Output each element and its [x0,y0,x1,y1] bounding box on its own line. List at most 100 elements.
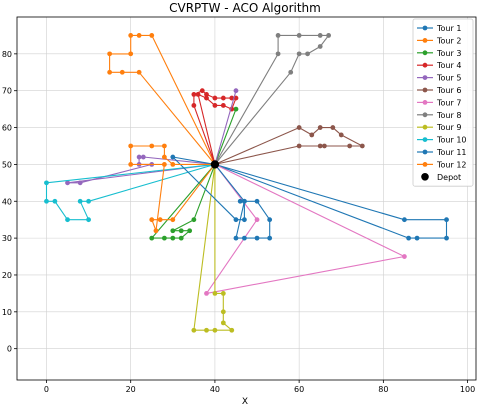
tour-11-point [254,235,260,241]
tour-10-point [44,180,49,186]
tour-12-point [157,217,163,223]
tour-3-point [233,106,239,112]
tour-5-point [77,180,83,186]
y-tick-label: 0 [7,345,12,354]
legend-label: Tour 6 [436,86,461,95]
legend-marker [422,62,428,68]
tour-11-point [233,217,239,223]
tour-2-point [119,69,125,75]
y-tick-label: 70 [2,87,12,96]
tour-4-point [191,91,197,97]
series-tour-8 [214,33,332,165]
series-tour-9 [191,164,235,333]
tour-2-point [107,69,113,75]
legend-label: Tour 5 [436,74,461,83]
tour-4-point [212,95,218,101]
tour-4-point [229,95,235,101]
legend-label: Depot [437,173,461,182]
tour-3-point [161,235,167,241]
axes-layer: 0 20 40 60 80 100 0 10 20 30 40 50 60 70 80 [2,16,477,394]
tour-1-point [444,217,449,223]
legend-label: Tour 1 [436,24,461,33]
y-tick-label: 60 [2,124,12,133]
tour-12-point [161,162,167,167]
tour-2-line [109,34,216,165]
tour-12-point [170,217,176,223]
legend-label: Tour 8 [436,111,461,120]
tour-3-point [170,235,176,241]
depot-marker [210,160,220,169]
tour-9-point [220,320,226,326]
tour-3-point [170,228,176,234]
tour-3-point [187,228,193,234]
series-layer [44,33,449,333]
series-tour-6 [214,125,365,165]
series-tour-2 [107,33,216,165]
legend-label: Tour 12 [436,160,467,169]
tour-7-point [254,217,260,223]
y-tick-label: 80 [2,50,12,59]
tour-10-point [86,198,91,204]
tour-9-point [212,290,218,296]
legend-marker [422,162,428,167]
y-tick-label: 20 [2,271,12,280]
tour-11-point [237,198,243,204]
legend-marker [422,112,428,118]
tour-3-point [149,235,155,241]
legend-marker [422,149,428,155]
tour-8-point [275,33,281,38]
x-tick-label: 0 [44,385,49,394]
legend-marker [422,38,428,43]
tour-12-point [128,162,134,167]
tour-1-point [402,217,407,223]
legend-label: Tour 9 [436,123,461,132]
legend-label: Tour 3 [436,49,461,58]
x-tick-label: 40 [210,385,220,394]
series-tour-10 [44,163,216,223]
tour-8-point [305,51,310,57]
series-tour-7 [204,163,407,296]
tour-6-point [338,132,344,138]
series-tour-1 [214,163,449,241]
x-tick-label: 20 [126,385,136,394]
tour-6-point [322,143,327,149]
tour-5-point [233,88,239,94]
y-tick-label: 30 [2,234,12,243]
tour-12-point [128,143,134,149]
series-tour-11 [170,154,273,241]
tour-2-point [149,33,155,38]
chart-title: CVRPTW - ACO Algorithm [169,1,321,15]
tour-6-point [330,125,336,130]
series-tour-12 [128,143,216,234]
tour-6-point [347,143,353,149]
tour-8-point [296,33,302,38]
tour-4-point [195,91,201,97]
tour-4-point [220,95,226,101]
tour-11-line [172,156,271,239]
tour-10-point [52,198,58,204]
tour-7-point [402,254,407,259]
tour-3-point [178,228,184,234]
legend-marker [422,137,428,143]
tour-8-point [275,51,281,57]
legend-marker [422,87,428,93]
tour-5-point [65,180,70,186]
legend-depot-marker [421,173,429,181]
legend-label: Tour 7 [436,98,461,107]
legend-label: Tour 4 [436,61,461,70]
x-tick-label: 60 [294,385,304,394]
tour-4-point [220,103,226,108]
tour-2-point [128,51,134,57]
tour-12-point [149,143,155,149]
legend-marker [422,75,428,80]
legend-label: Tour 2 [436,36,461,45]
tour-1-point [414,235,420,241]
tour-9-point [212,327,218,333]
y-tick-label: 10 [2,308,12,317]
y-tick-label: 40 [2,197,12,206]
legend-label: Tour 11 [436,148,467,157]
tour-4-point [204,91,209,97]
plot-frame [16,16,477,381]
tour-11-point [241,217,247,223]
